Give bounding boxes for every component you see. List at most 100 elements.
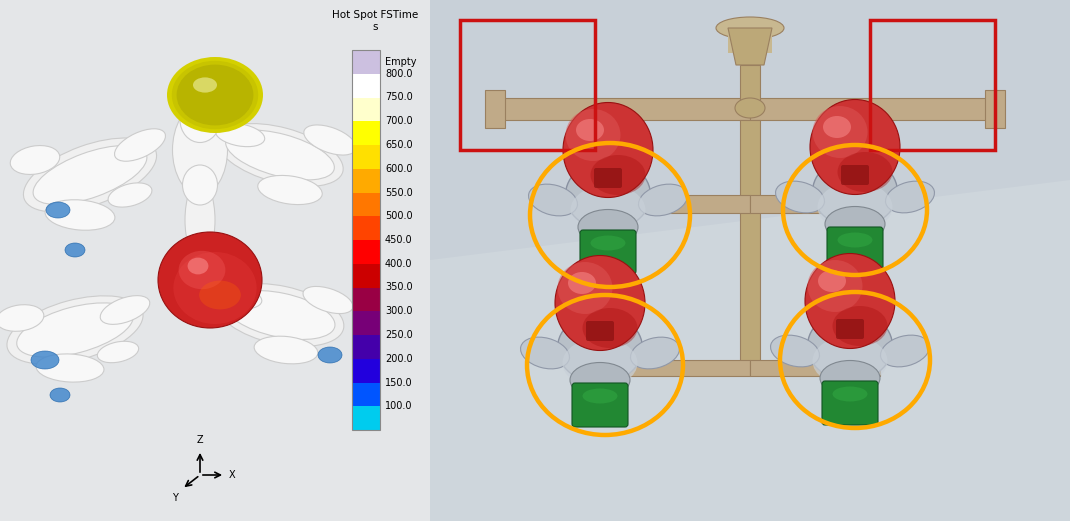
Ellipse shape	[114, 129, 166, 161]
Ellipse shape	[97, 341, 139, 363]
Text: 750.0: 750.0	[385, 93, 413, 103]
Ellipse shape	[566, 160, 651, 230]
Bar	[352, 382, 380, 406]
Ellipse shape	[318, 347, 342, 363]
Bar	[490, 98, 750, 120]
Text: 250.0: 250.0	[385, 330, 413, 340]
Ellipse shape	[838, 152, 892, 192]
Text: 400.0: 400.0	[385, 259, 413, 269]
Ellipse shape	[255, 336, 318, 364]
Ellipse shape	[563, 338, 638, 388]
FancyBboxPatch shape	[841, 165, 869, 185]
Ellipse shape	[812, 106, 868, 158]
Text: s: s	[372, 22, 378, 32]
Bar	[352, 406, 380, 430]
Text: 800.0: 800.0	[385, 69, 413, 79]
Ellipse shape	[193, 78, 217, 93]
Bar	[352, 216, 380, 240]
Ellipse shape	[187, 257, 209, 275]
Ellipse shape	[214, 287, 262, 309]
Ellipse shape	[820, 361, 880, 395]
Bar	[352, 288, 380, 311]
Ellipse shape	[555, 255, 645, 351]
Ellipse shape	[808, 311, 892, 381]
Ellipse shape	[566, 109, 621, 161]
Text: X: X	[229, 470, 235, 480]
Ellipse shape	[303, 287, 353, 314]
Text: 200.0: 200.0	[385, 354, 413, 364]
Ellipse shape	[832, 387, 868, 402]
Bar	[985, 90, 1005, 128]
Ellipse shape	[520, 337, 569, 369]
Ellipse shape	[568, 272, 596, 294]
Bar	[352, 240, 380, 264]
Bar	[615, 195, 750, 213]
Ellipse shape	[817, 270, 846, 292]
Ellipse shape	[716, 17, 784, 39]
Bar	[740, 205, 760, 370]
Bar	[430, 0, 1070, 521]
Ellipse shape	[6, 296, 143, 364]
Bar	[740, 65, 760, 100]
Text: Empty: Empty	[385, 57, 416, 67]
Bar	[352, 50, 380, 74]
Text: 300.0: 300.0	[385, 306, 413, 316]
Ellipse shape	[825, 206, 885, 242]
Ellipse shape	[11, 145, 60, 175]
Bar	[352, 359, 380, 382]
Ellipse shape	[215, 123, 264, 147]
Ellipse shape	[881, 335, 930, 367]
Ellipse shape	[217, 123, 343, 187]
Ellipse shape	[812, 157, 898, 227]
Ellipse shape	[17, 303, 134, 357]
Ellipse shape	[776, 181, 825, 213]
Ellipse shape	[582, 389, 617, 403]
Ellipse shape	[630, 337, 679, 369]
Ellipse shape	[823, 116, 851, 138]
Bar	[460, 20, 595, 150]
Ellipse shape	[582, 308, 638, 348]
Bar	[870, 20, 995, 150]
Text: 150.0: 150.0	[385, 378, 413, 388]
Ellipse shape	[805, 254, 895, 349]
Text: 100.0: 100.0	[385, 401, 413, 411]
Ellipse shape	[810, 100, 900, 194]
Polygon shape	[728, 28, 771, 65]
Text: 500.0: 500.0	[385, 211, 413, 221]
Bar	[352, 264, 380, 288]
Text: 700.0: 700.0	[385, 116, 413, 126]
Ellipse shape	[101, 295, 150, 325]
Bar	[352, 169, 380, 192]
Bar	[615, 360, 750, 376]
FancyBboxPatch shape	[822, 381, 878, 425]
Bar	[750, 98, 990, 120]
Ellipse shape	[563, 103, 653, 197]
Ellipse shape	[225, 291, 335, 340]
Ellipse shape	[45, 200, 114, 230]
Bar	[750, 360, 880, 376]
Bar	[750, 195, 880, 213]
Text: Y: Y	[172, 493, 178, 503]
Ellipse shape	[177, 65, 254, 126]
Ellipse shape	[576, 119, 603, 141]
Ellipse shape	[185, 180, 215, 260]
FancyBboxPatch shape	[580, 230, 636, 274]
Text: 350.0: 350.0	[385, 282, 413, 292]
Text: 600.0: 600.0	[385, 164, 413, 173]
Ellipse shape	[167, 57, 263, 133]
Ellipse shape	[226, 130, 334, 180]
Ellipse shape	[832, 306, 887, 346]
Bar	[352, 145, 380, 169]
Ellipse shape	[183, 165, 217, 205]
FancyBboxPatch shape	[836, 319, 863, 339]
Ellipse shape	[108, 183, 152, 207]
FancyBboxPatch shape	[827, 227, 883, 271]
Ellipse shape	[31, 351, 59, 369]
Ellipse shape	[591, 155, 645, 195]
Ellipse shape	[570, 185, 645, 235]
Text: Z: Z	[197, 435, 203, 445]
Bar	[485, 90, 505, 128]
Ellipse shape	[557, 262, 612, 314]
Ellipse shape	[570, 363, 630, 398]
Ellipse shape	[578, 209, 638, 244]
